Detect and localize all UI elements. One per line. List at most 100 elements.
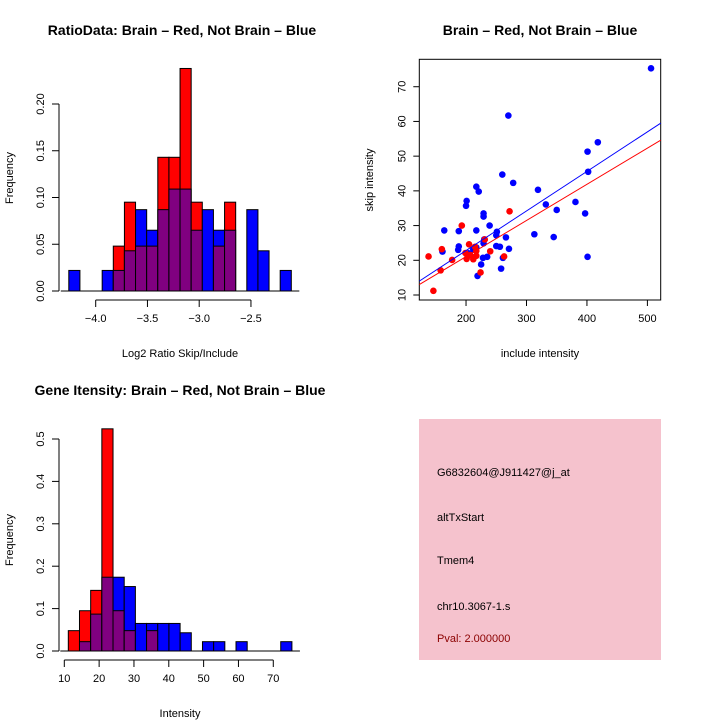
scatter-point-red (430, 287, 437, 295)
hist1-ylabel: Frequency (4, 152, 16, 204)
hist1-bar (201, 209, 214, 292)
hist2-bar (134, 622, 148, 652)
hist1-bar (101, 269, 114, 292)
scatter-point-blue (502, 234, 510, 241)
hist1-overlap-bar (123, 250, 137, 292)
scatter-point-blue (505, 245, 513, 253)
hist1-overlap-bar (212, 245, 226, 292)
hist2-y-tick-label: 0.3 (35, 516, 47, 531)
scatter-point-blue (509, 179, 517, 187)
location: chr10.3067-1.s (437, 601, 511, 613)
hist2-x-tick-label: 40 (163, 673, 175, 685)
scatter-point-blue (440, 227, 448, 234)
hist1-y-tick-label: 0.15 (35, 140, 47, 161)
hist1-overlap-bar (190, 229, 203, 292)
scatter-title: Brain – Red, Not Brain – Blue (443, 22, 638, 38)
scatter-y-tick-label: 70 (396, 81, 408, 93)
scatter-y-tick-label: 10 (396, 289, 408, 301)
hist2-overlap-bar (90, 613, 103, 652)
scatter-point-red (506, 208, 513, 215)
pval: Pval: 2.000000 (437, 633, 510, 645)
scatter-ylabel: skip intensity (364, 148, 376, 211)
hist1-bar (279, 269, 292, 292)
hist2-ylabel: Frequency (4, 514, 16, 566)
hist2-x-tick-label: 20 (93, 673, 105, 685)
scatter-point-blue (454, 246, 462, 254)
hist1-overlap-bar (224, 229, 237, 292)
hist1-bar (68, 269, 81, 292)
scatter-point-red (500, 253, 508, 260)
scatter-point-blue (531, 230, 538, 238)
hist1-overlap-bar (135, 245, 148, 292)
scatter-point-blue (505, 112, 512, 119)
scatter-point-red (465, 241, 473, 248)
hist2-y-tick-label: 0.5 (35, 431, 47, 446)
hist1-bar (257, 250, 270, 292)
hist1-x-tick-label: −3.5 (137, 313, 159, 325)
scatter-point-blue (499, 171, 506, 178)
scatter-plot: 200 300 400 500 10 20 30 40 50 60 70 (396, 58, 662, 325)
info-panel: G6832604@J911427@j_at altTxStart Tmem4 c… (419, 419, 661, 660)
hist2-overlap-bar (101, 576, 114, 652)
scatter-point-blue (480, 213, 487, 220)
scatter-point-blue (455, 227, 463, 235)
hist2-bar (213, 641, 226, 652)
scatter-x-tick-label: 200 (457, 313, 475, 325)
hist2-bar (179, 632, 192, 652)
hist1-plot: −4.0 −3.5 −3.0 −2.5 0.00 0.05 0.10 0.15 0.20 (35, 67, 300, 325)
probe-id: G6832604@J911427@j_at (437, 467, 570, 479)
hist2-plot: 10 20 30 40 50 60 70 0.0 0.1 0.2 0.3 0.4 0.5 (35, 428, 300, 685)
scatter-point-red (473, 252, 480, 260)
scatter-x-tick-label: 300 (517, 313, 535, 325)
scatter-y-tick-label: 30 (396, 219, 408, 231)
scatter-point-blue (475, 188, 483, 195)
hist2-y-tick-label: 0.1 (35, 601, 47, 616)
scatter-point-red (458, 222, 466, 229)
hist2-x-tick-label: 10 (58, 673, 70, 685)
hist1-y-tick-label: 0.00 (35, 280, 47, 301)
hist1-y-tick-label: 0.10 (35, 187, 47, 208)
scatter-y-tick-label: 20 (396, 254, 408, 266)
scatter-x-tick-label: 400 (578, 313, 596, 325)
hist2-bar (280, 641, 293, 652)
hist2-bar (157, 622, 170, 652)
hist2-y-tick-label: 0.4 (35, 474, 47, 489)
scatter-x-tick-label: 500 (638, 313, 656, 325)
hist1-y-tick-label: 0.20 (35, 93, 47, 114)
scatter-point-red (477, 269, 484, 276)
scatter-frame (418, 58, 662, 301)
scatter-point-blue (553, 206, 561, 214)
hist2-bar (201, 641, 215, 652)
gene-name: Tmem4 (437, 555, 474, 567)
hist1-overlap-bar (168, 188, 181, 292)
hist2-title: Gene Itensity: Brain – Red, Not Brain – … (35, 382, 326, 398)
hist1-x-tick-label: −3.0 (188, 313, 210, 325)
scatter-point-blue (534, 186, 542, 194)
scatter-y-tick-label: 50 (396, 150, 408, 162)
scatter-fit-line-blue (419, 122, 661, 282)
scatter-point-blue (550, 233, 557, 241)
scatter-fit-line-red (419, 139, 661, 286)
scatter-xlabel: include intensity (501, 348, 580, 360)
hist2-xlabel: Intensity (160, 708, 201, 720)
hist1-x-tick-label: −2.5 (240, 313, 262, 325)
scatter-point-blue (584, 253, 591, 261)
scatter-point-blue (477, 261, 485, 268)
hist1-overlap-bar (112, 269, 125, 292)
hist2-y-tick-label: 0.2 (35, 559, 47, 574)
scatter-point-red (425, 253, 432, 260)
scatter-point-blue (463, 197, 470, 205)
hist1-overlap-bar (157, 209, 170, 292)
scatter-point-blue (647, 65, 655, 72)
hist2-x-tick-label: 30 (128, 673, 140, 685)
hist2-overlap-bar (123, 630, 136, 652)
event-type: altTxStart (437, 512, 484, 524)
hist2-overlap-bar (146, 630, 159, 652)
hist2-x-tick-label: 50 (197, 673, 209, 685)
hist1-y-tick-label: 0.05 (35, 234, 47, 255)
hist2-overlap-bar (78, 641, 92, 652)
hist2-bar (168, 622, 181, 652)
info-panel-background (419, 419, 661, 660)
hist2-y-tick-label: 0.0 (35, 643, 47, 658)
